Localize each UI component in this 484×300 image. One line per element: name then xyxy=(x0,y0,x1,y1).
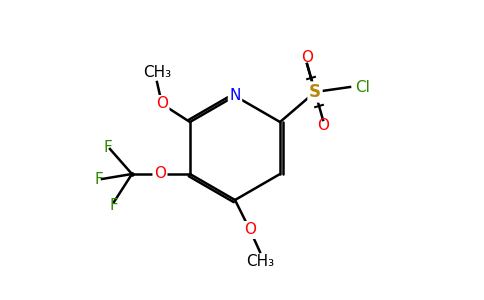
Text: N: N xyxy=(229,88,241,104)
Text: CH₃: CH₃ xyxy=(246,254,274,269)
Text: O: O xyxy=(301,50,313,65)
Text: F: F xyxy=(94,172,104,187)
Text: O: O xyxy=(154,167,166,182)
Text: S: S xyxy=(309,83,321,101)
Text: O: O xyxy=(156,97,168,112)
Text: F: F xyxy=(104,140,112,154)
Text: O: O xyxy=(317,118,329,134)
Text: CH₃: CH₃ xyxy=(143,65,171,80)
Text: Cl: Cl xyxy=(355,80,370,94)
Text: O: O xyxy=(244,223,256,238)
Text: F: F xyxy=(109,197,119,212)
